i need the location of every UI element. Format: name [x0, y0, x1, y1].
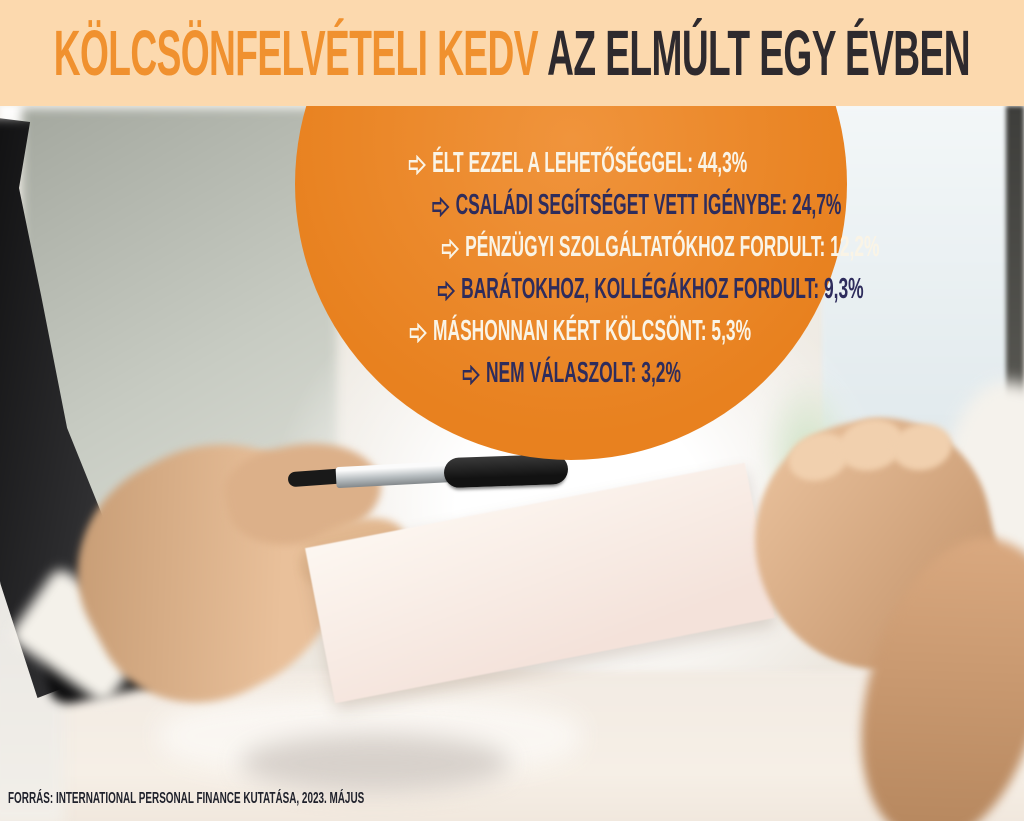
- stat-text: PÉNZÜGYI SZOLGÁLTATÓKHOZ FORDULT: 12,2%: [465, 231, 880, 263]
- source-footer: FORRÁS: INTERNATIONAL PERSONAL FINANCE K…: [8, 790, 583, 808]
- stat-row: BARÁTOKHOZ, KOLLÉGÁKHOZ FORDULT: 9,3%: [295, 268, 864, 310]
- arrow-right-icon: [432, 197, 450, 217]
- stat-text: CSALÁDI SEGÍTSÉGET VETT IGÉNYBE: 24,7%: [455, 189, 842, 221]
- arrow-right-icon: [441, 239, 460, 259]
- arrow-right-icon: [409, 323, 427, 343]
- page-title-rest: AZ ELMÚLT EGY ÉVBEN: [547, 17, 971, 89]
- photo-table-shadow: [240, 734, 510, 792]
- stat-text: BARÁTOKHOZ, KOLLÉGÁKHOZ FORDULT: 9,3%: [461, 273, 864, 305]
- stat-row: CSALÁDI SEGÍTSÉGET VETT IGÉNYBE: 24,7%: [295, 184, 847, 226]
- arrow-right-icon: [437, 281, 456, 301]
- stat-row: MÁSHONNAN KÉRT KÖLCSÖNT: 5,3%: [295, 310, 847, 352]
- stat-text: NEM VÁLASZOLT: 3,2%: [485, 357, 681, 389]
- page-title: KÖLCSÖNFELVÉTELI KEDV AZ ELMÚLT EGY ÉVBEN: [53, 16, 971, 90]
- stat-row: NEM VÁLASZOLT: 3,2%: [295, 352, 847, 394]
- header-band: KÖLCSÖNFELVÉTELI KEDV AZ ELMÚLT EGY ÉVBEN: [0, 0, 1024, 106]
- stat-text: ÉLT EZZEL A LEHETŐSÉGGEL: 44,3%: [432, 147, 748, 179]
- stat-row: ÉLT EZZEL A LEHETŐSÉGGEL: 44,3%: [295, 142, 847, 184]
- arrow-right-icon: [408, 155, 426, 175]
- stats-list: ÉLT EZZEL A LEHETŐSÉGGEL: 44,3% CSALÁDI …: [295, 142, 880, 394]
- source-text: FORRÁS: INTERNATIONAL PERSONAL FINANCE K…: [8, 790, 365, 807]
- page-title-accent: KÖLCSÖNFELVÉTELI KEDV: [53, 17, 539, 89]
- background-photo: ÉLT EZZEL A LEHETŐSÉGGEL: 44,3% CSALÁDI …: [0, 106, 1024, 821]
- stat-text: MÁSHONNAN KÉRT KÖLCSÖNT: 5,3%: [433, 315, 752, 347]
- arrow-right-icon: [462, 365, 480, 385]
- stat-row: PÉNZÜGYI SZOLGÁLTATÓKHOZ FORDULT: 12,2%: [295, 226, 880, 268]
